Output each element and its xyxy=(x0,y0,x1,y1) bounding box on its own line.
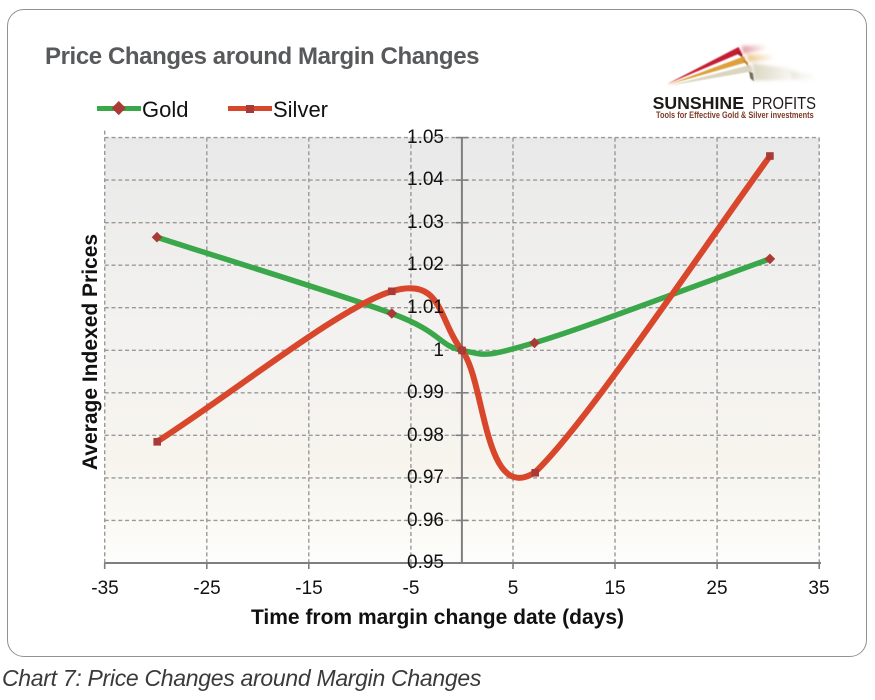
svg-text:SUNSHINE: SUNSHINE xyxy=(653,93,744,113)
svg-text:Tools for Effective Gold & Sil: Tools for Effective Gold & Silver invest… xyxy=(656,110,814,120)
svg-text:PROFITS: PROFITS xyxy=(752,93,816,113)
